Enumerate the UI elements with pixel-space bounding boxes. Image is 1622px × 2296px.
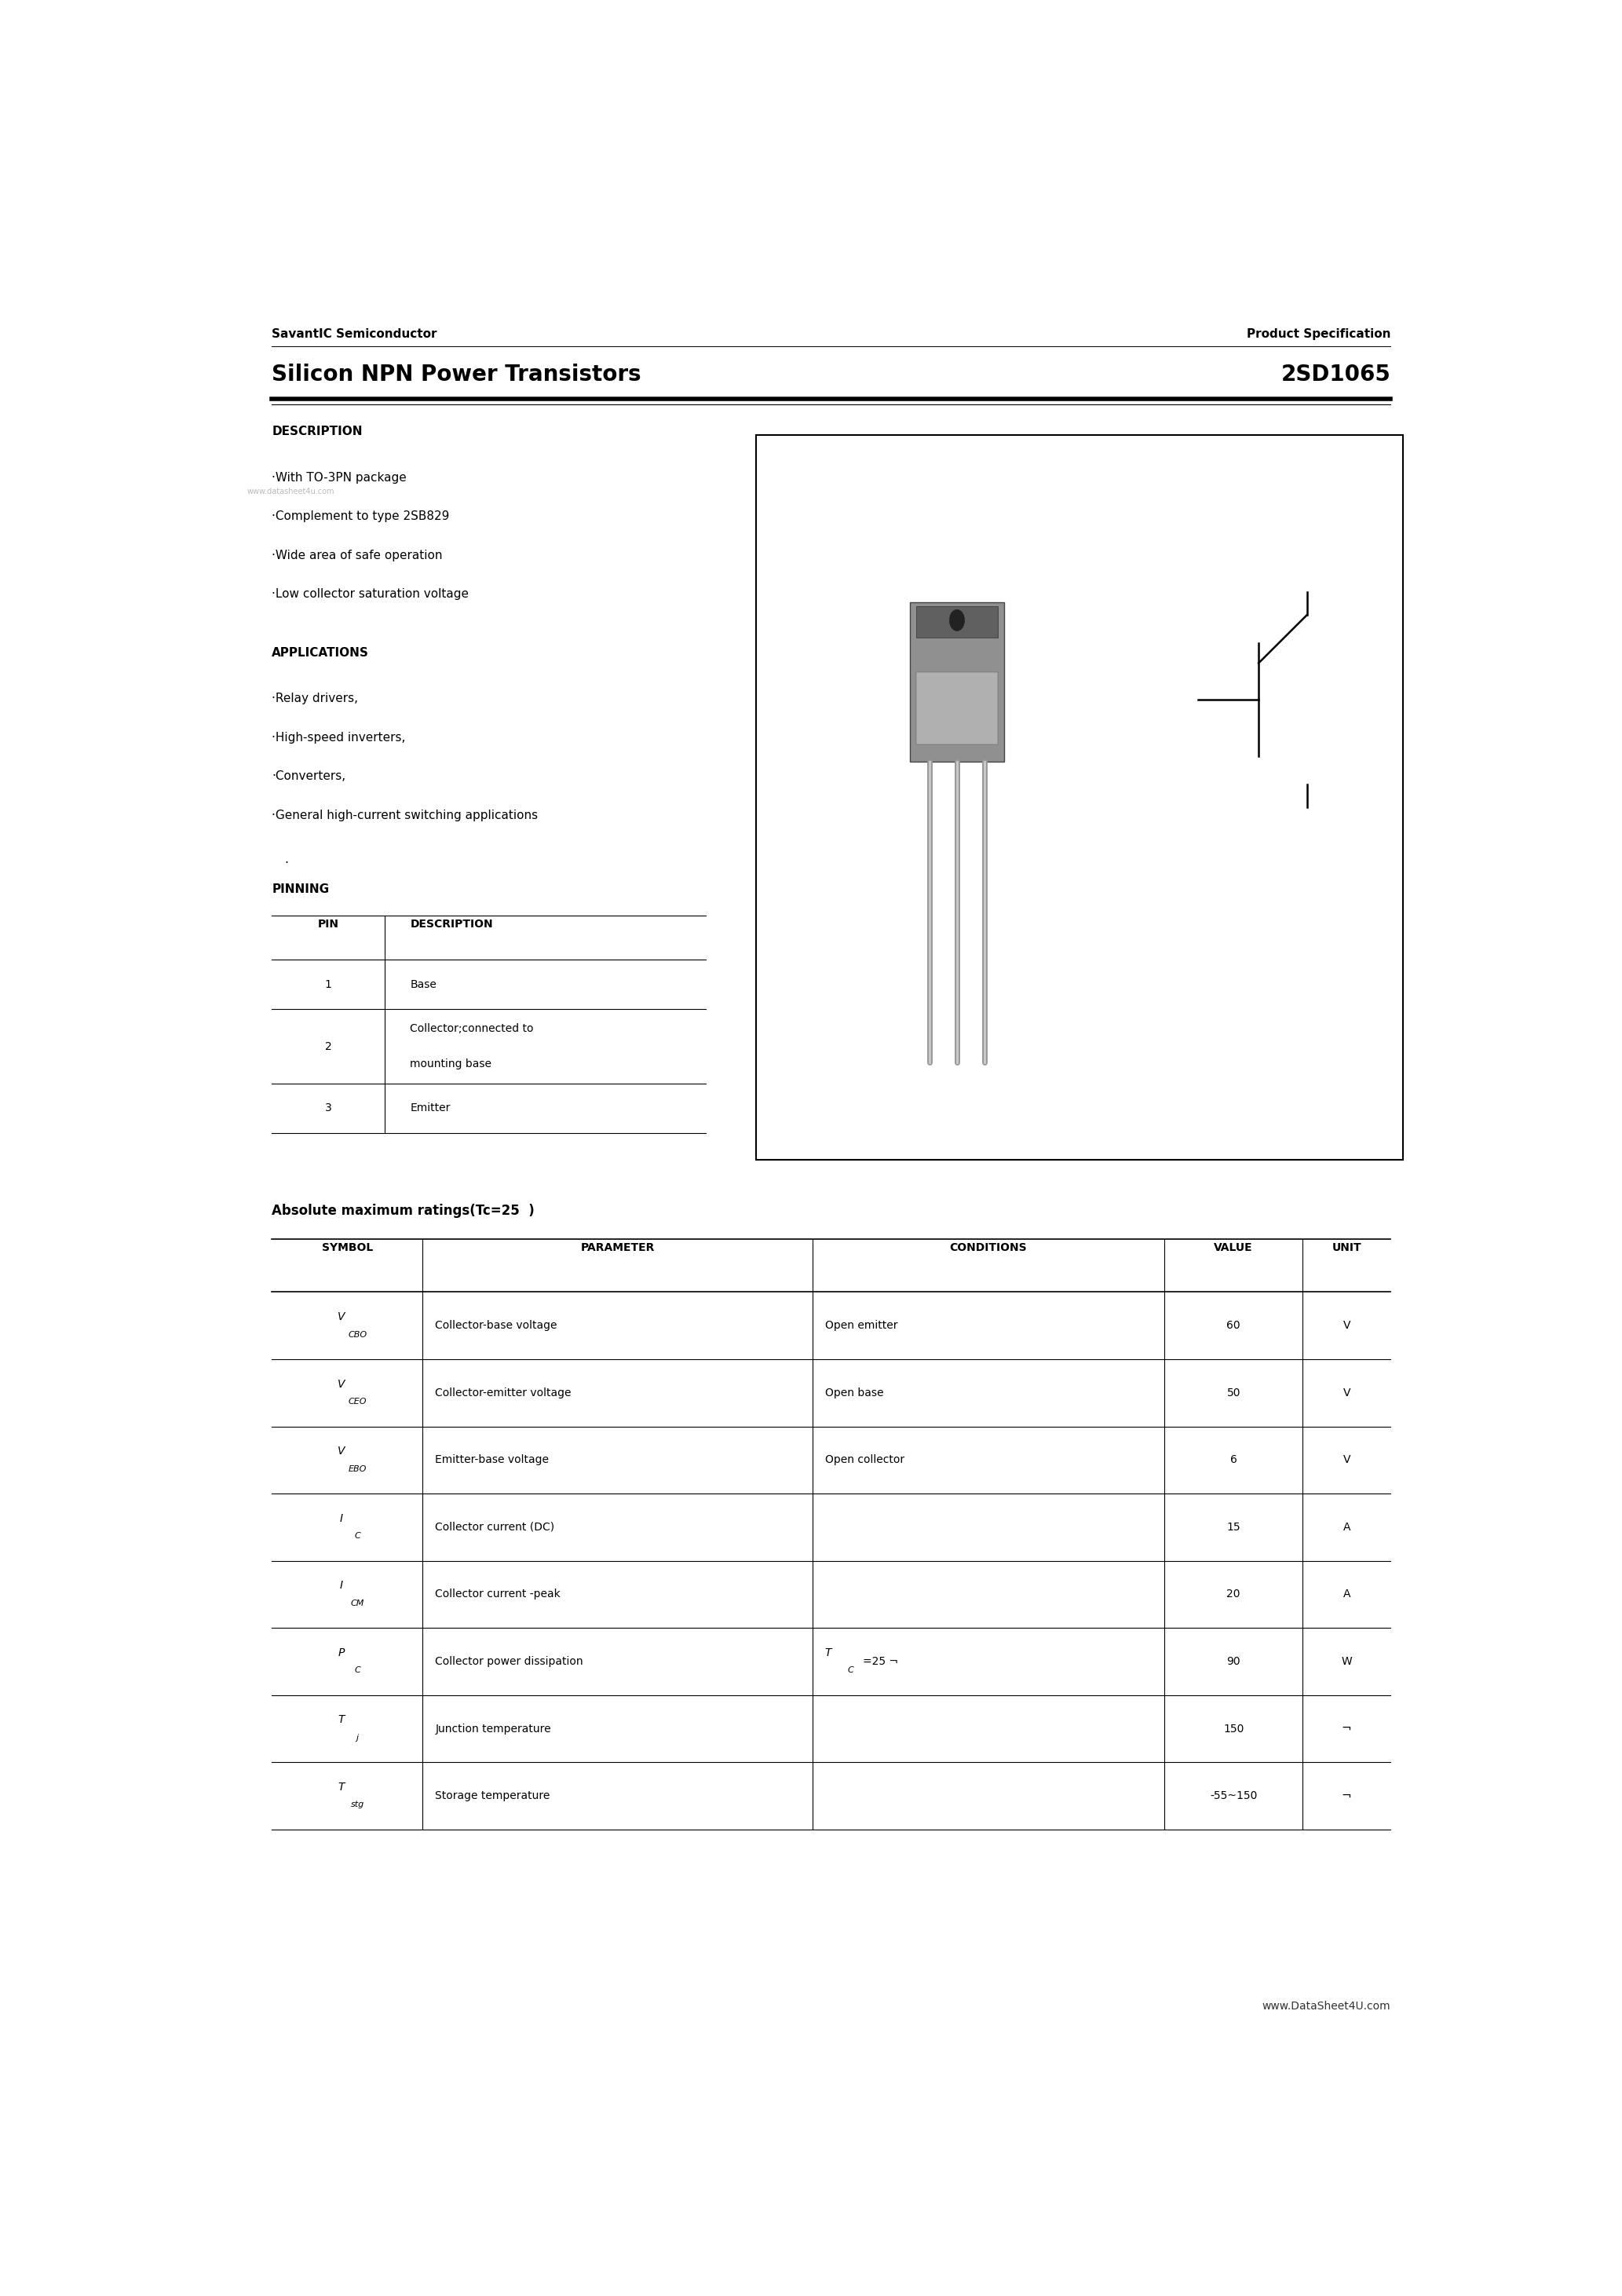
Text: 2: 2 <box>324 1040 333 1052</box>
Text: V: V <box>337 1378 345 1389</box>
Text: Silicon NPN Power Transistors: Silicon NPN Power Transistors <box>272 365 641 386</box>
Text: ·Wide area of safe operation: ·Wide area of safe operation <box>272 549 443 560</box>
Text: 3: 3 <box>1317 813 1324 824</box>
Text: www.DataSheet4U.com: www.DataSheet4U.com <box>1262 2000 1390 2011</box>
Text: ·General high-current switching applications: ·General high-current switching applicat… <box>272 810 539 822</box>
Text: 6: 6 <box>1229 1456 1238 1465</box>
Text: ·Low collector saturation voltage: ·Low collector saturation voltage <box>272 588 469 599</box>
Text: I: I <box>339 1513 342 1525</box>
Text: C: C <box>354 1667 360 1674</box>
Text: ·With TO-3PN package: ·With TO-3PN package <box>272 471 407 484</box>
Text: CONDITIONS: CONDITIONS <box>950 1242 1027 1254</box>
Text: DESCRIPTION: DESCRIPTION <box>272 425 363 439</box>
Text: 2: 2 <box>1317 576 1324 588</box>
Text: ¬: ¬ <box>1341 1791 1351 1802</box>
Text: -55~150: -55~150 <box>1210 1791 1257 1802</box>
Text: Emitter: Emitter <box>410 1102 451 1114</box>
Text: mounting base: mounting base <box>410 1058 491 1070</box>
Text: ·Converters,: ·Converters, <box>272 771 345 783</box>
Text: Open base: Open base <box>826 1387 884 1398</box>
Text: SavantIC Semiconductor: SavantIC Semiconductor <box>272 328 438 340</box>
Text: 2SD1065: 2SD1065 <box>1281 365 1390 386</box>
Text: .: . <box>284 854 289 866</box>
Text: CBO: CBO <box>347 1332 367 1339</box>
Text: Open emitter: Open emitter <box>826 1320 897 1332</box>
Text: T: T <box>826 1646 832 1658</box>
Text: =25 ¬: =25 ¬ <box>863 1655 899 1667</box>
Text: Collector current (DC): Collector current (DC) <box>435 1522 555 1534</box>
Text: ·Relay drivers,: ·Relay drivers, <box>272 693 358 705</box>
Text: Emitter-base voltage: Emitter-base voltage <box>435 1456 550 1465</box>
Text: W: W <box>1341 1655 1353 1667</box>
Text: 20: 20 <box>1226 1589 1241 1600</box>
Text: Product Specification: Product Specification <box>1247 328 1390 340</box>
Text: 15: 15 <box>1226 1522 1241 1534</box>
Text: C: C <box>848 1667 853 1674</box>
Text: A: A <box>1343 1589 1351 1600</box>
Text: 1: 1 <box>926 1088 933 1100</box>
Bar <box>916 606 998 638</box>
Text: ¬: ¬ <box>1341 1722 1351 1736</box>
Circle shape <box>949 611 965 631</box>
Text: Collector power dissipation: Collector power dissipation <box>435 1655 584 1667</box>
Text: 1: 1 <box>324 978 333 990</box>
Text: 3: 3 <box>981 1088 988 1100</box>
Text: CEO: CEO <box>349 1398 367 1405</box>
Text: Storage temperature: Storage temperature <box>435 1791 550 1802</box>
Text: 2: 2 <box>954 1088 960 1100</box>
Text: 3: 3 <box>324 1102 333 1114</box>
Text: Junction temperature: Junction temperature <box>435 1724 551 1733</box>
Bar <box>916 673 998 744</box>
Text: V: V <box>1343 1387 1351 1398</box>
Text: I: I <box>339 1580 342 1591</box>
Text: V: V <box>337 1446 345 1456</box>
Text: VALUE: VALUE <box>1213 1242 1254 1254</box>
Text: DESCRIPTION: DESCRIPTION <box>410 918 493 930</box>
Text: 90: 90 <box>1226 1655 1241 1667</box>
Text: Collector-emitter voltage: Collector-emitter voltage <box>435 1387 571 1398</box>
Text: V: V <box>337 1311 345 1322</box>
Text: EBO: EBO <box>349 1465 367 1472</box>
Text: PINNING: PINNING <box>272 884 329 895</box>
Text: Base: Base <box>410 978 436 990</box>
Text: 1: 1 <box>1179 693 1186 705</box>
Text: P: P <box>337 1646 344 1658</box>
Text: A: A <box>1343 1522 1351 1534</box>
Text: ·High-speed inverters,: ·High-speed inverters, <box>272 732 406 744</box>
Text: SYMBOL: SYMBOL <box>321 1242 373 1254</box>
Text: V: V <box>1343 1456 1351 1465</box>
Text: APPLICATIONS: APPLICATIONS <box>272 647 370 659</box>
FancyBboxPatch shape <box>910 602 1004 762</box>
Text: Absolute maximum ratings(Tc=25  ): Absolute maximum ratings(Tc=25 ) <box>272 1203 535 1217</box>
Text: T: T <box>337 1782 344 1793</box>
Text: stg: stg <box>350 1800 363 1809</box>
Text: Collector-base voltage: Collector-base voltage <box>435 1320 558 1332</box>
Text: PARAMETER: PARAMETER <box>581 1242 655 1254</box>
Bar <box>756 434 1403 1159</box>
Text: CM: CM <box>350 1600 365 1607</box>
Text: www.datasheet4u.com: www.datasheet4u.com <box>247 487 334 496</box>
Text: 150: 150 <box>1223 1724 1244 1733</box>
Text: C: C <box>354 1531 360 1541</box>
Text: Collector current -peak: Collector current -peak <box>435 1589 561 1600</box>
Text: 60: 60 <box>1226 1320 1241 1332</box>
Text: Fig.1  simplified  outline  (TO-3PN)  and  symbol: Fig.1 simplified outline (TO-3PN) and sy… <box>962 1132 1197 1141</box>
Text: PIN: PIN <box>318 918 339 930</box>
Text: Open collector: Open collector <box>826 1456 905 1465</box>
Text: j: j <box>357 1733 358 1740</box>
Text: UNIT: UNIT <box>1332 1242 1361 1254</box>
Text: V: V <box>1343 1320 1351 1332</box>
Text: 50: 50 <box>1226 1387 1241 1398</box>
Text: Collector;connected to: Collector;connected to <box>410 1024 534 1033</box>
Text: T: T <box>337 1715 344 1724</box>
Text: ·Complement to type 2SB829: ·Complement to type 2SB829 <box>272 510 449 523</box>
